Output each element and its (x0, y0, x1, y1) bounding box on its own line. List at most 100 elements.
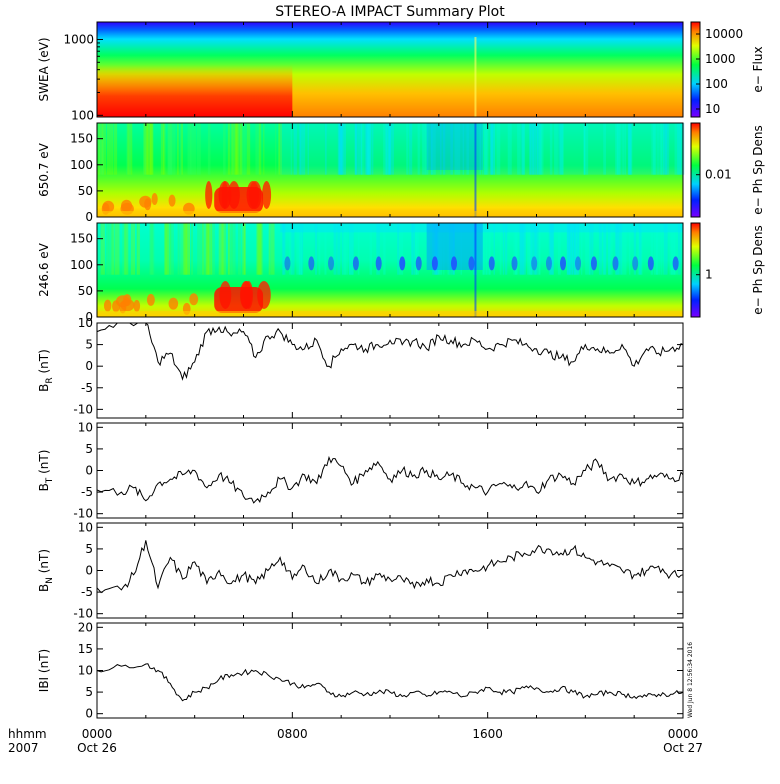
heatmap-texture (598, 223, 602, 275)
heatmap-texture (357, 223, 360, 275)
heatmap-texture (357, 123, 362, 175)
heatmap-texture (171, 123, 176, 175)
heatmap-texture (184, 223, 186, 275)
heatmap-blue-spot (488, 256, 495, 271)
heatmap-texture (387, 123, 391, 175)
heatmap-texture (677, 123, 682, 175)
heatmap-texture (164, 223, 168, 275)
colorbar-tick-label: 0.01 (705, 168, 732, 182)
heatmap-texture (300, 223, 303, 275)
heatmap-texture (409, 123, 413, 175)
x-corner-bottom: 2007 (8, 741, 39, 755)
heatmap-texture (493, 223, 495, 275)
heatmap-texture (389, 123, 394, 175)
heatmap-texture (530, 223, 536, 275)
heatmap-texture (489, 123, 495, 175)
heatmap-texture (340, 123, 344, 175)
heatmap-texture (182, 223, 188, 275)
heatmap-texture (615, 123, 618, 175)
colorbar-tick-label: 10000 (705, 27, 743, 41)
heatmap-texture (268, 223, 271, 275)
heatmap-texture (532, 123, 536, 175)
heatmap-texture (365, 123, 371, 175)
heatmap-texture (440, 123, 442, 175)
heatmap-texture (150, 123, 154, 175)
heatmap-texture (275, 123, 277, 175)
heatmap-blue-spot (647, 256, 654, 271)
heatmap-texture (180, 223, 182, 275)
heatmap-blue-spot (632, 256, 639, 271)
heatmap-texture (557, 223, 561, 275)
y-tick-label: 10 (78, 520, 93, 534)
heatmap-texture (349, 223, 354, 275)
y-tick-label: 15 (78, 642, 93, 656)
heatmap-texture (97, 123, 101, 175)
y-axis-label-bt: BT (nT) (37, 450, 55, 492)
heatmap-texture (143, 123, 149, 175)
heatmap-blue-spot (545, 256, 552, 271)
heatmap-texture (430, 123, 433, 175)
heatmap-texture (218, 223, 224, 275)
heatmap-texture (270, 223, 275, 275)
heatmap-texture (661, 223, 663, 275)
heatmap-pad-650 (97, 123, 683, 217)
heatmap-texture (242, 123, 245, 175)
heatmap-texture (538, 123, 544, 175)
heatmap-texture (106, 123, 111, 175)
heatmap-texture (207, 123, 211, 175)
y-tick-label: 20 (78, 620, 93, 634)
heatmap-texture (583, 123, 589, 175)
heatmap-texture (299, 223, 304, 275)
y-axis-label-swea-flux: SWEA (eV) (37, 37, 51, 101)
heatmap-texture (679, 123, 685, 175)
heatmap-blue-spot (468, 256, 475, 271)
heatmap-blue-spot (308, 256, 315, 271)
heatmap-texture (206, 223, 211, 275)
heatmap-texture (614, 223, 619, 275)
heatmap-texture (550, 223, 554, 275)
heatmap-texture (177, 123, 179, 175)
heatmap-texture (101, 123, 106, 175)
y-tick-label: 10 (78, 420, 93, 434)
heatmap-texture (651, 123, 656, 175)
heatmap-texture (318, 223, 321, 275)
heatmap-texture (591, 223, 594, 275)
heatmap-texture (169, 223, 171, 275)
x-tick-label: 1600 (472, 727, 503, 741)
colorbar-tick-label: 1000 (705, 52, 736, 66)
heatmap-texture (231, 223, 233, 275)
heatmap-texture (232, 223, 236, 275)
y-tick-label: 10 (78, 664, 93, 678)
heatmap-hotspot (121, 199, 133, 212)
heatmap-texture (627, 123, 632, 175)
series-line-btot (96, 663, 684, 702)
heatmap-texture (442, 123, 446, 175)
heatmap-texture (383, 123, 385, 175)
heatmap-blue-spot (575, 256, 582, 271)
heatmap-texture (466, 123, 469, 175)
colorbar-pad-650 (690, 122, 701, 218)
colorbar-swea-flux (690, 21, 701, 118)
heatmap-texture (165, 223, 170, 275)
heatmap-blue-spot (431, 256, 438, 271)
heatmap-texture (338, 123, 343, 175)
heatmap-texture (108, 223, 113, 275)
heatmap-texture (431, 123, 436, 175)
heatmap-blue-spot (590, 256, 597, 271)
heatmap-texture (354, 123, 358, 175)
heatmap-texture (462, 123, 465, 175)
heatmap-hot-core (214, 287, 264, 313)
heatmap-texture (369, 123, 372, 175)
heatmap-texture (502, 223, 505, 275)
heatmap-texture (526, 223, 532, 275)
heatmap-texture (361, 123, 364, 175)
heatmap-texture (399, 223, 404, 275)
y-tick-label: 0 (85, 464, 93, 478)
x-tick-label: 0000 (668, 727, 699, 741)
heatmap-texture (589, 223, 592, 275)
heatmap-texture (186, 223, 190, 275)
heatmap-texture (633, 223, 637, 275)
heatmap-texture (540, 123, 542, 175)
heatmap-texture (231, 123, 234, 175)
